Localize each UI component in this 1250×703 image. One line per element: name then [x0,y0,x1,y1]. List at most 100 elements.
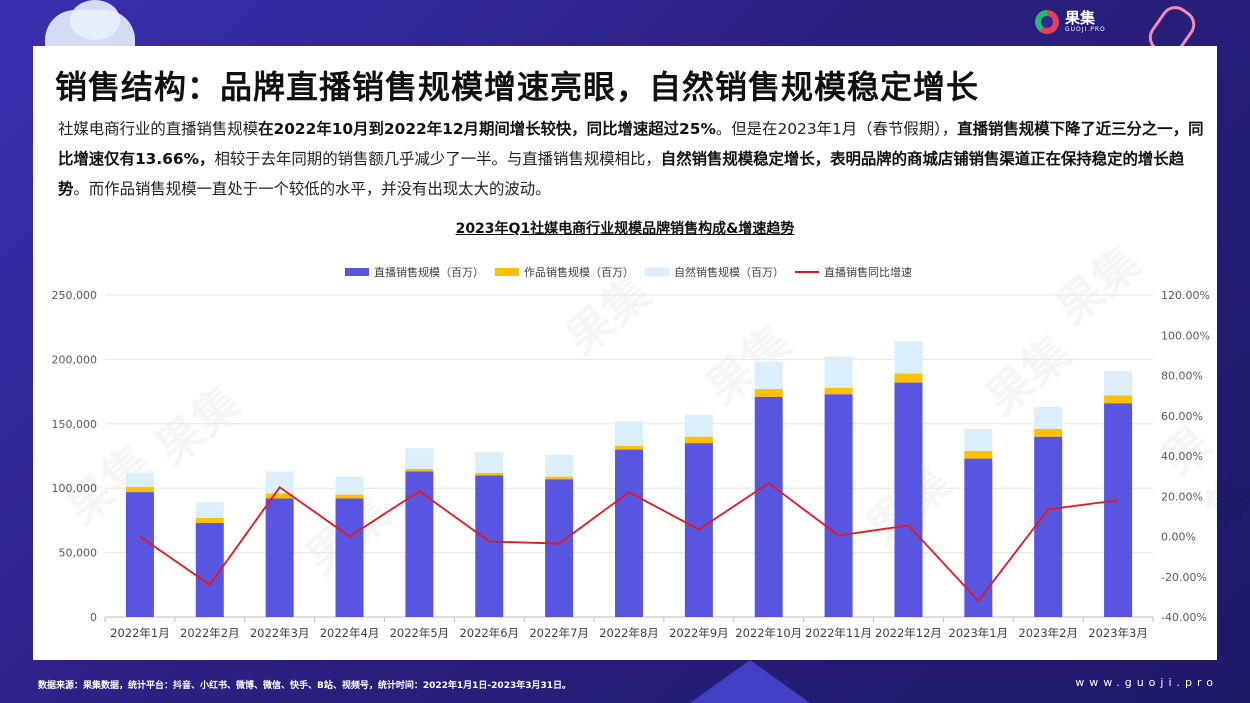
bar-natural [125,472,154,487]
bar-works [475,472,504,476]
bar-natural [545,454,574,477]
x-tick-label: 2022年5月 [390,626,450,640]
x-tick-label: 2023年1月 [949,626,1009,640]
website-link[interactable]: www.guoji.pro [1075,676,1218,689]
paragraph-segment: 在2022年10月到2022年12月期间增长较快，同比增速超过25% [258,120,716,138]
y2-tick-label: -20.00% [1161,571,1207,584]
bar-works [964,450,993,459]
logo-name: 果集 [1065,9,1096,27]
bar-works [824,387,853,395]
y2-tick-label: 20.00% [1161,490,1203,503]
paragraph-segment: 社媒电商行业的直播销售规模 [58,120,259,138]
bar-live [125,492,154,617]
bar-works [1104,395,1133,404]
bar-natural [894,341,923,374]
paragraph-segment: 。但是在2023年1月（春节假期）， [715,120,958,138]
bar-works [405,468,434,472]
y2-tick-label: 40.00% [1161,450,1203,463]
bar-natural [1034,407,1063,429]
bar-live [615,449,643,617]
y2-tick-label: 120.00% [1161,289,1210,302]
x-tick-label: 2023年3月 [1088,626,1148,640]
bar-live [545,479,574,617]
bar-natural [1104,370,1133,396]
bar-live [265,498,294,617]
legend-swatch [645,268,669,276]
bar-live [405,471,434,617]
bar-works [1034,428,1063,437]
paragraph-segment: 自然销售规模稳定增长，表明品牌的商城店铺销售渠道正在保持稳定的增长趋势 [58,150,1185,198]
data-source-footer: 数据来源：果集数据，统计平台：抖音、小红书、微博、微信、快手、B站、视频号，统计… [38,681,572,691]
y-tick-label: 0 [90,611,97,624]
bar-natural [405,448,434,469]
x-tick-label: 2022年6月 [459,626,519,640]
chart-title: 2023年Q1社媒电商行业规模品牌销售构成&增速趋势 [455,221,795,237]
legend-label: 直播销售规模（百万） [374,265,484,279]
bar-works [894,373,923,383]
growth-line [139,482,1119,603]
bar-natural [475,452,504,473]
x-tick-label: 2023年2月 [1018,626,1078,640]
x-tick-label: 2022年8月 [599,626,659,640]
bar-live [894,382,923,617]
x-tick-label: 2022年12月 [875,626,942,640]
bar-live [754,396,783,617]
bar-live [195,522,224,617]
y2-tick-label: -40.00% [1161,611,1207,624]
bar-live [964,458,993,617]
bar-live [335,498,364,617]
bar-natural [754,361,783,390]
y2-tick-label: 0.00% [1161,531,1196,544]
legend-swatch [495,268,519,276]
bar-works [195,517,224,523]
legend-label: 自然销售规模（百万） [674,265,784,279]
bar-works [265,493,294,499]
legend-label: 直播销售同比增速 [824,265,912,279]
bar-natural [335,476,364,495]
bar-natural [824,356,853,388]
bar-works [615,445,643,450]
paragraph-segment: 相较于去年同期的销售额几乎减少了一半。与直播销售规模相比， [214,150,661,168]
bar-natural [964,428,993,451]
bar-works [335,494,364,499]
bar-works [684,436,713,444]
chart-svg: 0 50,000 100,000 150,000 200,000 250,000 -40.0… [52,265,1210,640]
y-tick-label: 250,000 [52,289,98,302]
bar-live [1104,403,1133,617]
bar-natural [615,421,643,446]
bar-natural [195,502,224,518]
x-tick-label: 2022年1月 [110,626,170,640]
summary-paragraph: 社媒电商行业的直播销售规模在2022年10月到2022年12月期间增长较快，同比… [58,114,1208,204]
x-tick-label: 2022年4月 [320,626,380,640]
page-title: 销售结构：品牌直播销售规模增速亮眼，自然销售规模稳定增长 [55,68,980,106]
y2-tick-label: 80.00% [1161,370,1203,383]
x-tick-label: 2022年10月 [735,626,802,640]
bar-live [475,475,504,617]
y-tick-label: 50,000 [59,547,98,560]
legend-swatch [345,268,369,276]
x-tick-label: 2022年2月 [180,626,240,640]
legend-label: 作品销售规模（百万） [524,265,634,279]
y2-tick-label: 100.00% [1161,329,1210,342]
x-tick-label: 2022年9月 [669,626,729,640]
x-tick-label: 2022年7月 [529,626,589,640]
y-tick-label: 200,000 [52,353,98,366]
paragraph-segment: 。而作品销售规模一直处于一个较低的水平，并没有出现太大的波动。 [73,180,551,198]
bar-works [125,486,154,493]
y-tick-label: 100,000 [52,482,98,495]
bar-natural [684,414,713,437]
bar-works [754,389,783,397]
logo-subtitle: GUOJI.PRO [1065,26,1106,33]
bar-natural [265,471,294,494]
bar-live [1034,436,1063,617]
triangle-decoration [690,660,810,703]
paragraph-segment: 直播销售规模下降了近三分之一，同比增速仅有13.66%， [58,120,1204,168]
logo-icon [1035,10,1059,34]
y2-tick-label: 60.00% [1161,410,1203,423]
cloud-decoration-top [70,0,120,40]
x-tick-label: 2022年3月 [250,626,310,640]
brand-logo: 果集 GUOJI.PRO [1035,10,1106,34]
x-tick-label: 2022年11月 [805,626,872,640]
y-tick-label: 150,000 [52,418,98,431]
bar-works [545,476,574,480]
